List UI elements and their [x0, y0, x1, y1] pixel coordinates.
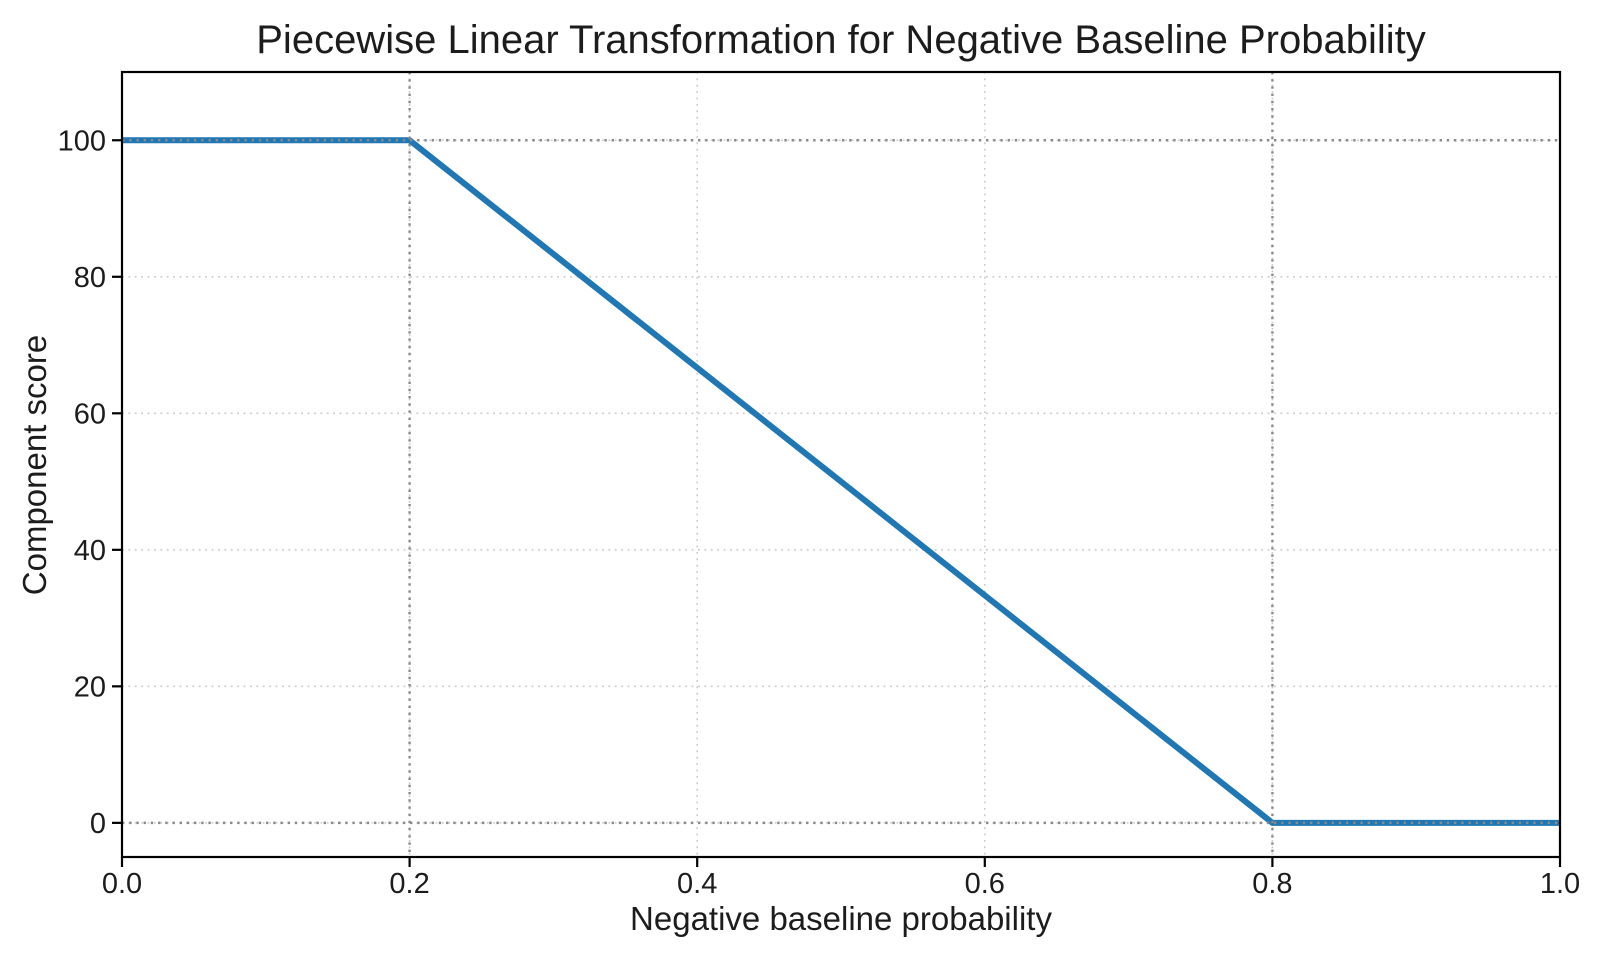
data-series	[122, 137, 1560, 826]
y-tick-label: 60	[74, 398, 106, 430]
gridlines	[121, 72, 1561, 857]
x-axis-label: Negative baseline probability	[630, 900, 1052, 937]
x-tick-label: 0.0	[102, 868, 142, 900]
y-axis-label: Component score	[16, 335, 53, 595]
reference-lines	[122, 72, 1560, 857]
series-line-component-score	[122, 137, 1560, 826]
y-tick-label: 20	[74, 671, 106, 703]
x-tick-label: 0.2	[389, 868, 429, 900]
plot-frame	[120, 70, 1562, 859]
x-tick-label: 0.4	[677, 868, 717, 900]
tick-labels: 0.0 0.2 0.4 0.6 0.8 1.0 0 20 40 60 80 100	[58, 125, 1581, 900]
y-tick-label: 40	[74, 535, 106, 567]
y-tick-label: 80	[74, 262, 106, 294]
y-tick-label: 100	[58, 125, 106, 157]
axes-frame	[120, 70, 1562, 859]
y-tick-label: 0	[90, 808, 106, 840]
chart-title: Piecewise Linear Transformation for Nega…	[256, 18, 1425, 62]
x-tick-label: 0.6	[965, 868, 1005, 900]
axis-ticks	[112, 139, 1562, 867]
x-tick-label: 1.0	[1540, 868, 1580, 900]
x-tick-label: 0.8	[1252, 868, 1292, 900]
